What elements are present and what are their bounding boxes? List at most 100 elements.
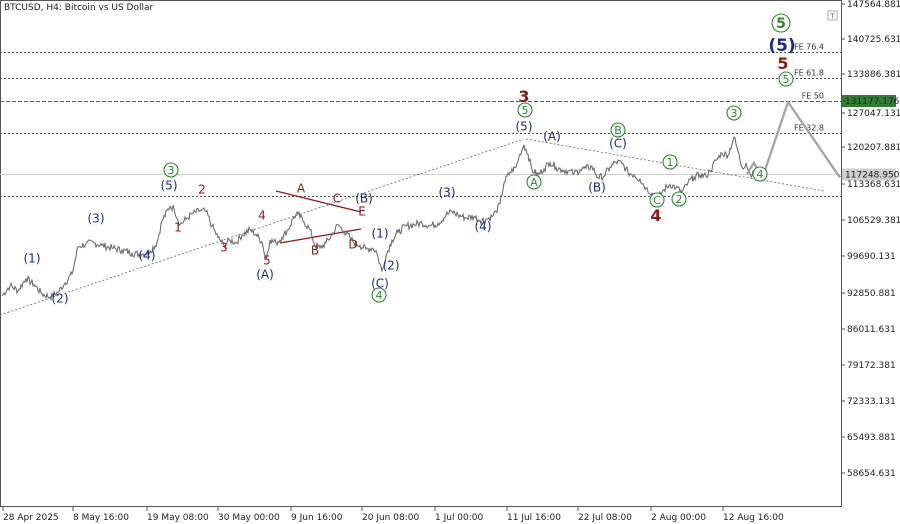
y-tick-label: 147564.881 [847, 0, 900, 10]
wave-label: (4) [139, 248, 156, 262]
y-tick-label: 65493.881 [847, 433, 896, 443]
wave-label: A [297, 181, 306, 195]
wave-label: (5) [516, 119, 533, 133]
x-tick-label: 2 Aug 00:00 [651, 513, 706, 523]
wave-label: B [614, 124, 622, 137]
wave-circle [649, 192, 665, 208]
wave-label: 3 [731, 107, 738, 120]
wave-label: 4 [757, 168, 764, 181]
wave-circle [517, 102, 533, 118]
wave-label: 2 [198, 182, 206, 196]
fe-level-label: FE 32.8 [794, 124, 824, 133]
wave-label: (2) [52, 291, 69, 305]
y-tick-label: 113368.631 [847, 180, 900, 190]
wave-label: (B) [355, 191, 373, 205]
x-tick-label: 28 Apr 2025 [3, 513, 59, 523]
long-trendline [0, 138, 525, 316]
wave-label: 4 [376, 289, 383, 302]
x-tick-label: 12 Aug 16:00 [723, 513, 784, 523]
x-tick-label: 8 May 16:00 [73, 513, 129, 523]
x-tick-label: 20 Jun 08:00 [362, 513, 419, 523]
wave-label: (5) [768, 36, 795, 56]
wave-label: 4 [650, 206, 661, 225]
wave-label: (3) [439, 185, 456, 199]
wave-label: B [311, 243, 319, 257]
wave-circle [752, 166, 768, 182]
wave-label: (3) [88, 211, 105, 225]
current-price-tag [842, 168, 896, 181]
triangle-upper-line [275, 190, 362, 213]
btc-price-path [1, 136, 755, 302]
x-tick-label: 19 May 08:00 [147, 513, 209, 523]
wave-label: E [358, 204, 366, 218]
y-tick-label: 92850.881 [847, 289, 896, 299]
wave-label: C [333, 191, 341, 205]
y-tick-label: 127047.131 [847, 109, 900, 119]
wave-label: D [348, 237, 357, 251]
scroll-button[interactable]: T [827, 10, 838, 21]
wave-circle [778, 71, 794, 87]
wave-label: 3 [168, 164, 175, 177]
price-axis: 147564.881 140725.631 133886.381 127047.131… [841, 0, 900, 479]
wave-label: A [530, 176, 538, 189]
wave-label: (5) [161, 178, 178, 192]
wave-label: 5 [777, 54, 788, 73]
wave-label: 5 [522, 104, 529, 117]
svg-text:T: T [829, 13, 835, 21]
y-tick-label: 106529.381 [847, 216, 900, 226]
wave-circle [726, 105, 742, 121]
wave-label: (2) [383, 258, 400, 272]
fibonacci-levels: FE 76.4 FE 61.8 FE 50 FE 32.8 131177.176 1172… [0, 43, 900, 197]
wave-label: 4 [258, 208, 266, 222]
fe-level-label: FE 76.4 [794, 43, 824, 52]
y-tick-label: 140725.631 [847, 35, 900, 45]
y-tick-label: 133886.381 [847, 70, 900, 80]
wave-label: 2 [676, 193, 683, 206]
wave-label: (C) [371, 276, 389, 290]
time-axis: 28 Apr 2025 8 May 16:00 19 May 08:00 30 May… [2, 507, 784, 523]
fe-level-label: FE 50 [802, 92, 824, 101]
wave-label: (A) [256, 267, 274, 281]
current-price-text: 117248.950 [845, 171, 900, 181]
wave-label: 5 [776, 16, 786, 32]
fe-level-label: FE 61.8 [794, 69, 824, 78]
wave-label: 3 [518, 87, 529, 106]
x-tick-label: 9 Jun 16:00 [291, 513, 343, 523]
wave-circle [163, 162, 179, 178]
x-tick-label: 22 Jul 08:00 [578, 513, 632, 523]
chart-title: BTCUSD, H4: Bitcoin vs US Dollar [4, 3, 153, 13]
b-wave-trendline [525, 138, 825, 192]
wave-label: (1) [372, 226, 389, 240]
y-tick-label: 58654.631 [847, 469, 896, 479]
y-tick-label: 72333.131 [847, 397, 896, 407]
wave-label: 3 [220, 240, 228, 254]
wave-label: (C) [609, 136, 627, 150]
wave-circle [371, 287, 387, 303]
wave-label: (4) [475, 219, 492, 233]
wave-label: 1 [174, 220, 182, 234]
wave-label: 5 [263, 253, 271, 267]
wave-circle [526, 174, 542, 190]
x-tick-label: 11 Jul 16:00 [507, 513, 561, 523]
wave-circle [610, 122, 626, 138]
fe50-price-tag [842, 95, 896, 107]
y-tick-label: 79172.381 [847, 361, 896, 371]
wave-label: (B) [588, 180, 606, 194]
wave-circle [771, 13, 791, 33]
wave-circle [662, 154, 678, 170]
price-line [1, 136, 755, 302]
y-tick-label: 120207.881 [847, 143, 900, 153]
fe50-price-text: 131177.176 [845, 97, 900, 107]
y-tick-label: 99690.131 [847, 252, 896, 262]
x-tick-label: 1 Jul 00:00 [435, 513, 484, 523]
plot-frame [0, 0, 842, 507]
wave-label: C [653, 194, 661, 207]
x-tick-label: 30 May 00:00 [218, 513, 280, 523]
wave-label: (A) [543, 129, 561, 143]
y-tick-label: 86011.631 [847, 325, 896, 335]
wave-circle [671, 191, 687, 207]
wave-label: 5 [783, 73, 790, 86]
wave-labels: (1)(2)(3)(4)(5)312345(A)ABCDE(B)(1)(2)(C… [24, 13, 796, 305]
